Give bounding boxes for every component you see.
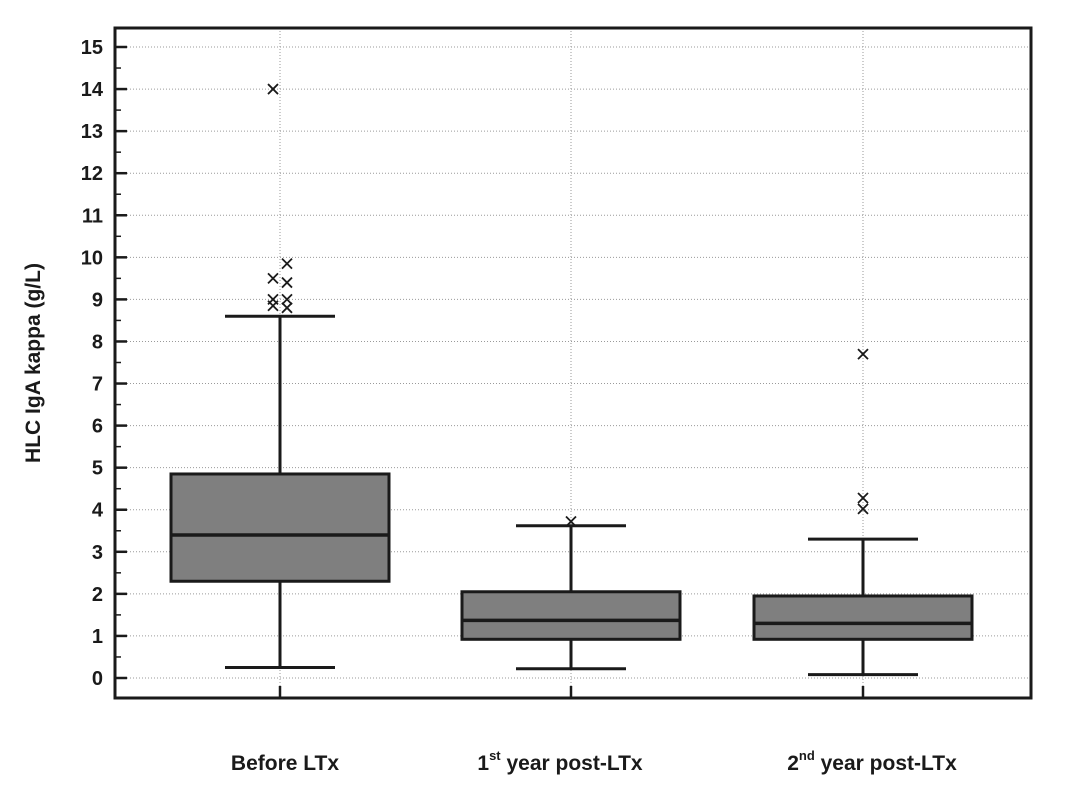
y-tick-label: 8 xyxy=(92,331,103,353)
outlier-stroke xyxy=(281,293,293,306)
outlier-stroke xyxy=(857,492,869,504)
y-tick-label: 1 xyxy=(92,626,103,648)
outlier-marker xyxy=(267,300,279,312)
x-category-label: 1st year post-LTx xyxy=(477,748,643,775)
box-iqr xyxy=(460,590,682,641)
y-tick-label: 9 xyxy=(92,289,103,311)
outlier-stroke xyxy=(281,302,293,314)
plot-frame xyxy=(113,26,1033,700)
y-tick-label: 2 xyxy=(92,584,103,606)
outlier-stroke xyxy=(857,503,869,515)
outlier-marker xyxy=(857,492,869,504)
outlier-stroke xyxy=(267,83,279,95)
x-category-base: Before LTx xyxy=(231,752,339,775)
y-tick-label: 5 xyxy=(92,458,103,480)
x-category-rest: year post-LTx xyxy=(501,752,643,775)
x-category-rest: year post-LTx xyxy=(815,752,957,775)
y-tick-label: 7 xyxy=(92,374,103,396)
y-tick-label: 4 xyxy=(92,500,104,522)
outlier-marker xyxy=(267,272,279,285)
y-tick-label: 6 xyxy=(92,416,103,438)
y-tick-label: 10 xyxy=(81,247,103,269)
outlier-marker xyxy=(281,293,293,306)
outlier-marker xyxy=(565,515,577,528)
x-category-base: 2 xyxy=(787,752,799,775)
y-tick-label: 11 xyxy=(82,205,103,227)
y-tick-label: 13 xyxy=(81,121,103,143)
y-axis-title: HLC IgA kappa (g/L) xyxy=(22,263,45,463)
outlier-marker xyxy=(281,258,293,270)
y-tick-label: 14 xyxy=(81,79,104,101)
outlier-stroke xyxy=(281,258,293,270)
outlier-marker xyxy=(267,83,279,95)
box-iqr xyxy=(752,594,974,641)
x-category-label: 2nd year post-LTx xyxy=(787,748,957,775)
box-iqr xyxy=(169,472,391,583)
outlier-stroke xyxy=(857,348,869,360)
y-tick-label: 0 xyxy=(92,668,103,690)
outlier-stroke xyxy=(281,276,293,289)
x-category-superscript: nd xyxy=(799,748,815,763)
outlier-marker xyxy=(857,348,869,360)
x-category-superscript: st xyxy=(489,748,501,763)
box-group xyxy=(460,515,682,671)
x-axis-category-labels: Before LTx 1st year post-LTx 2nd year post… xyxy=(231,748,957,775)
y-tick-label: 3 xyxy=(92,542,103,564)
boxes xyxy=(169,83,974,677)
outlier-stroke xyxy=(565,515,577,528)
x-category-label: Before LTx xyxy=(231,752,339,775)
y-tick-label: 12 xyxy=(81,163,103,185)
outlier-marker xyxy=(281,276,293,289)
x-category-base: 1 xyxy=(477,752,489,775)
box-group xyxy=(752,348,974,677)
box-group xyxy=(169,83,391,669)
outlier-stroke xyxy=(267,300,279,312)
y-tick-label: 15 xyxy=(81,37,103,59)
outlier-marker xyxy=(857,503,869,515)
outlier-marker xyxy=(281,302,293,314)
outlier-stroke xyxy=(267,272,279,285)
